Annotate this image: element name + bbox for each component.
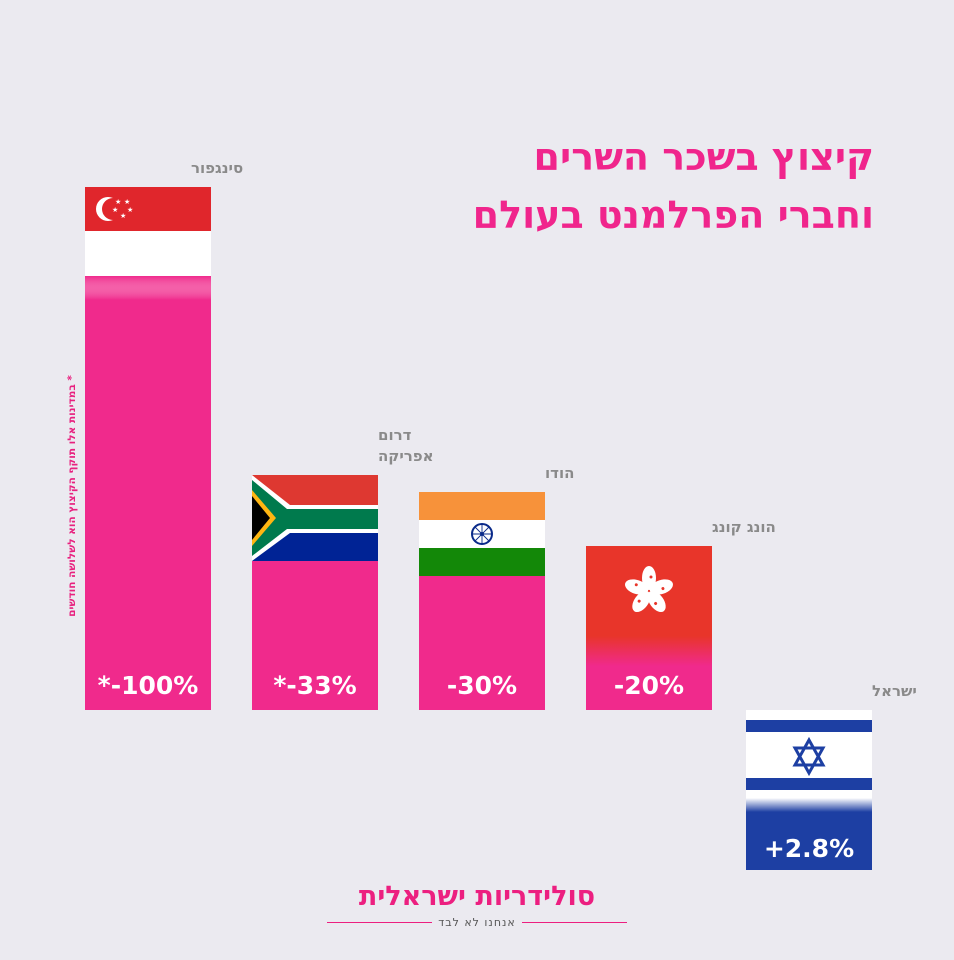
value-label-israel: +2.8% xyxy=(764,834,854,863)
svg-text:★: ★ xyxy=(127,206,133,214)
footnote: * במדינות אלו תוקף הקיצוץ הוא לשלושה חוד… xyxy=(66,375,78,617)
tagline-rule-right xyxy=(521,921,627,924)
tagline-rule-left xyxy=(327,921,433,924)
title-line-1: קיצוץ בשכר השרים xyxy=(533,135,874,179)
category-label-singapore: סינגפור xyxy=(191,159,243,177)
category-label-israel: ישראל xyxy=(872,682,917,700)
category-label-hong-kong: הונג קונג xyxy=(712,518,776,536)
svg-text:★: ★ xyxy=(115,198,121,206)
india-flag xyxy=(419,492,545,606)
israel-flag xyxy=(746,710,872,812)
hong-kong-flag xyxy=(586,546,712,666)
value-label-singapore: *-100% xyxy=(98,671,199,700)
brand-logo: סולידריות ישראלית אנחנו לא לבד xyxy=(327,880,627,929)
value-label-india: -30% xyxy=(447,671,517,700)
south-africa-flag xyxy=(252,475,378,587)
singapore-flag: ★ ★ ★ ★ ★ xyxy=(85,187,211,300)
category-label-line: הונג קונג xyxy=(712,518,776,536)
category-label-india: הודו xyxy=(545,464,574,482)
value-label-hong-kong: -20% xyxy=(614,671,684,700)
brand-tagline: אנחנו לא לבד xyxy=(438,916,516,929)
value-label-south-africa: *-33% xyxy=(273,671,356,700)
title-line-2: וחברי הפרלמנט בעולם xyxy=(472,193,874,237)
category-label-line: סינגפור xyxy=(191,159,243,177)
svg-text:★: ★ xyxy=(124,198,130,206)
category-label-line: הודו xyxy=(545,464,574,482)
svg-text:★: ★ xyxy=(112,206,118,214)
category-label-line: דרום xyxy=(378,426,412,444)
category-label-line: אפריקה xyxy=(378,447,434,465)
chart-title: קיצוץ בשכר השרים וחברי הפרלמנט בעולם xyxy=(354,128,874,244)
brand-tagline-row: אנחנו לא לבד xyxy=(327,916,627,929)
category-label-south-africa: דרום אפריקה xyxy=(378,426,434,465)
brand-name: סולידריות ישראלית xyxy=(358,881,596,912)
category-label-line: ישראל xyxy=(872,682,917,700)
svg-text:★: ★ xyxy=(120,212,126,220)
